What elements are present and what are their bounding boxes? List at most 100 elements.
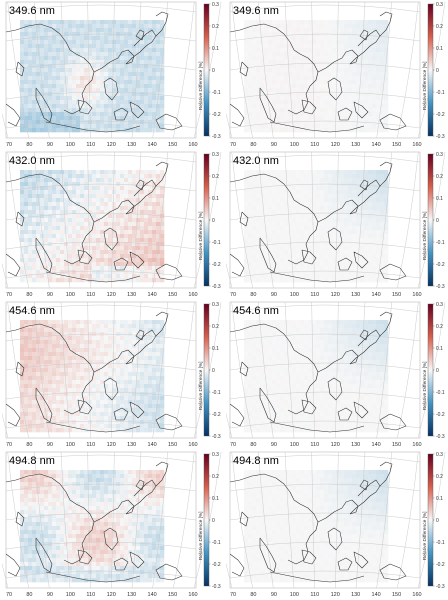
colorbar-tick-label: -0.2 xyxy=(212,112,221,118)
x-tick-label: 130 xyxy=(351,592,360,598)
x-tick-label: 120 xyxy=(331,442,340,448)
colorbar-tick-label: 0.2 xyxy=(212,474,219,480)
colorbar-tick-label: -0.1 xyxy=(212,390,221,396)
colorbar-tick-label: 0 xyxy=(436,218,439,224)
colorbar-tick-label: 0.1 xyxy=(212,46,219,52)
colorbar xyxy=(427,303,434,437)
colorbar-tick-label: -0.1 xyxy=(436,540,445,546)
colorbar-label: Relative Difference [%] xyxy=(198,61,204,110)
x-tick-label: 90 xyxy=(47,292,53,298)
x-tick-label: 160 xyxy=(412,142,421,148)
colorbar-tick-label: -0.1 xyxy=(212,90,221,96)
x-tick-label: 100 xyxy=(66,142,75,148)
colorbar-tick-label: 0 xyxy=(212,218,215,224)
x-tick-label: 70 xyxy=(6,142,12,148)
x-tick-label: 140 xyxy=(372,592,381,598)
x-tick-label: 160 xyxy=(412,292,421,298)
x-tick-label: 160 xyxy=(188,292,197,298)
map-svg: 432.0 nm 70 80 90 100 110 120 130 140 150 160 0.3 0.… xyxy=(2,151,222,298)
x-tick-label: 90 xyxy=(271,442,277,448)
colorbar-tick-label: 0.2 xyxy=(212,324,219,330)
wavelength-label: 494.8 nm xyxy=(233,455,279,467)
map-svg: 349.6 nm 70 80 90 100 110 120 130 140 150 160 0.3 0.… xyxy=(2,1,222,148)
x-tick-label: 70 xyxy=(6,442,12,448)
map-panel-4: 432.0 nm 70 80 90 100 110 120 130 140 150 160 0.3 0.… xyxy=(226,150,448,298)
x-tick-label: 120 xyxy=(107,442,116,448)
x-tick-label: 120 xyxy=(107,592,116,598)
graticule xyxy=(226,451,446,589)
x-tick-label: 160 xyxy=(412,442,421,448)
wavelength-label: 432.0 nm xyxy=(233,155,279,167)
colorbar xyxy=(203,453,210,587)
x-tick-label: 120 xyxy=(331,292,340,298)
x-tick-label: 70 xyxy=(230,292,236,298)
colorbar-tick-label: 0 xyxy=(212,68,215,74)
x-tick-label: 110 xyxy=(86,142,95,148)
colorbar-tick-label: -0.2 xyxy=(436,112,445,118)
x-tick-label: 80 xyxy=(26,292,32,298)
x-tick-label: 110 xyxy=(310,592,319,598)
x-tick-label: 150 xyxy=(392,442,401,448)
colorbar-tick-label: 0 xyxy=(212,518,215,524)
x-tick-label: 80 xyxy=(26,142,32,148)
x-tick-label: 140 xyxy=(372,142,381,148)
x-tick-label: 100 xyxy=(290,592,299,598)
colorbar-tick-label: 0.2 xyxy=(212,24,219,30)
wavelength-label: 454.6 nm xyxy=(233,305,279,317)
coastlines xyxy=(5,11,183,133)
colorbar-tick-label: -0.1 xyxy=(436,390,445,396)
x-tick-label: 100 xyxy=(66,592,75,598)
map-panel-1: 349.6 nm 70 80 90 100 110 120 130 140 150 160 0.3 0.… xyxy=(2,0,226,148)
x-tick-label: 80 xyxy=(26,592,32,598)
wavelength-label: 454.6 nm xyxy=(9,305,55,317)
x-tick-label: 150 xyxy=(392,142,401,148)
colorbar-tick-label: 0.3 xyxy=(436,302,443,308)
colorbar-label: Relative Difference [%] xyxy=(422,61,428,110)
map-svg: 349.6 nm 70 80 90 100 110 120 130 140 150 160 0.3 0.… xyxy=(226,1,446,148)
x-tick-label: 160 xyxy=(188,592,197,598)
colorbar-tick-label: 0.2 xyxy=(436,324,443,330)
graticule xyxy=(2,151,222,289)
x-tick-label: 70 xyxy=(6,592,12,598)
x-tick-label: 150 xyxy=(392,592,401,598)
colorbar-tick-label: 0.1 xyxy=(212,346,219,352)
coastlines xyxy=(5,161,183,283)
wavelength-label: 432.0 nm xyxy=(9,155,55,167)
x-tick-label: 140 xyxy=(148,142,157,148)
colorbar-tick-label: 0.1 xyxy=(436,496,443,502)
x-tick-label: 110 xyxy=(86,592,95,598)
x-tick-label: 150 xyxy=(168,142,177,148)
coastlines xyxy=(229,11,407,133)
x-tick-label: 130 xyxy=(351,442,360,448)
map-svg: 494.8 nm 70 80 90 100 110 120 130 140 150 160 0.3 0.… xyxy=(226,451,446,598)
x-tick-label: 150 xyxy=(168,292,177,298)
x-tick-label: 110 xyxy=(310,142,319,148)
x-tick-label: 70 xyxy=(230,442,236,448)
x-tick-label: 90 xyxy=(271,142,277,148)
map-panel-7: 494.8 nm 70 80 90 100 110 120 130 140 150 160 0.3 0.… xyxy=(2,450,226,598)
x-tick-label: 80 xyxy=(250,592,256,598)
x-tick-label: 140 xyxy=(148,592,157,598)
colorbar xyxy=(427,3,434,137)
colorbar-tick-label: 0.1 xyxy=(212,196,219,202)
colorbar-tick-label: -0.2 xyxy=(212,262,221,268)
colorbar xyxy=(203,153,210,287)
x-tick-label: 130 xyxy=(127,442,136,448)
coastlines xyxy=(229,461,407,583)
map-svg: 454.6 nm 70 80 90 100 110 120 130 140 150 160 0.3 0.… xyxy=(2,301,222,448)
x-tick-label: 140 xyxy=(148,292,157,298)
x-tick-label: 160 xyxy=(412,592,421,598)
graticule xyxy=(2,1,222,139)
x-tick-label: 80 xyxy=(250,292,256,298)
colorbar-tick-label: -0.2 xyxy=(436,412,445,418)
colorbar-tick-label: -0.2 xyxy=(212,412,221,418)
colorbar-tick-label: 0 xyxy=(212,368,215,374)
x-tick-label: 130 xyxy=(127,592,136,598)
x-tick-label: 140 xyxy=(372,292,381,298)
colorbar-label: Relative Difference [%] xyxy=(422,511,428,560)
x-tick-label: 100 xyxy=(290,292,299,298)
colorbar-tick-label: 0.1 xyxy=(436,46,443,52)
colorbar-tick-label: 0.2 xyxy=(212,174,219,180)
colorbar-tick-label: 0.2 xyxy=(436,24,443,30)
coastlines xyxy=(5,461,183,583)
